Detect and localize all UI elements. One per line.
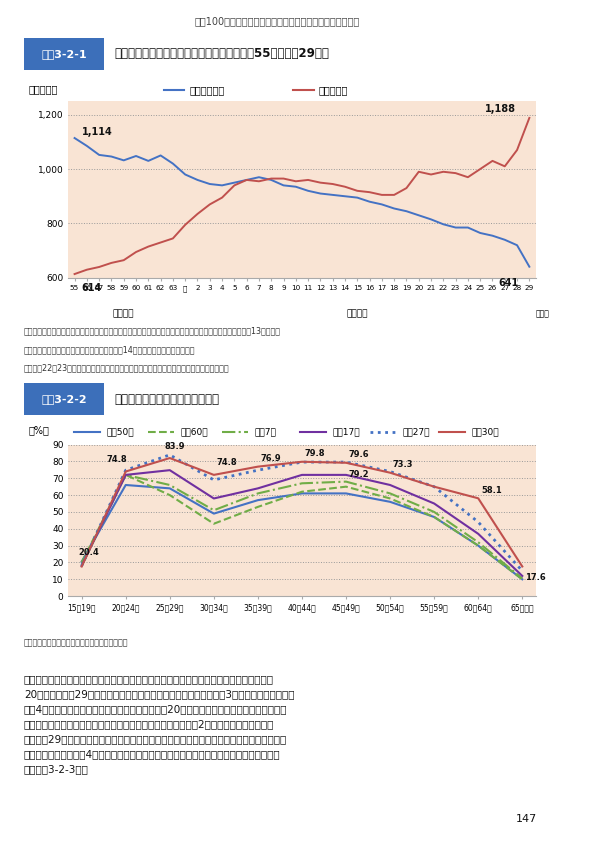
Text: タイムの仕事」と「フルタイムだが残業のない仕事」の合計が2割程度であったことに対: タイムの仕事」と「フルタイムだが残業のない仕事」の合計が2割程度であったことに対 — [24, 719, 274, 729]
Text: のない仕事」の合計が4割を超えており、定時・フルタイムでの働き方の希望が増大してい: のない仕事」の合計が4割を超えており、定時・フルタイムでの働き方の希望が増大して… — [24, 749, 280, 759]
Text: 及び総務省「労働力調査（詳細集計）」（平成14年以降）より国土交通省作成: 及び総務省「労働力調査（詳細集計）」（平成14年以降）より国土交通省作成 — [24, 345, 195, 354]
Text: 女性の年齢階級別労働力率の推移: 女性の年齢階級別労働力率の推移 — [114, 392, 220, 406]
Text: 74.8: 74.8 — [217, 457, 237, 466]
Text: （年）: （年） — [536, 310, 549, 318]
Text: 79.2: 79.2 — [349, 470, 369, 478]
Text: 17.6: 17.6 — [525, 573, 546, 583]
Text: （%）: （%） — [29, 425, 49, 435]
Text: 土　地　に　関　す　る　調　査: 土 地 に 関 す る 調 査 — [565, 360, 575, 448]
Text: 第3章: 第3章 — [532, 17, 551, 26]
Text: 共働き世帯: 共働き世帯 — [319, 85, 348, 95]
Text: 83.9: 83.9 — [164, 442, 184, 451]
Bar — [24, 383, 104, 415]
Text: 資料：総務省「労働力調査」より国土交通省作成: 資料：総務省「労働力調査」より国土交通省作成 — [24, 638, 129, 647]
Text: 614: 614 — [82, 283, 102, 293]
Text: 1,188: 1,188 — [485, 104, 516, 115]
Text: 平成27年: 平成27年 — [402, 428, 430, 436]
Text: 人生100年時代を見据えた社会における土地・不動産の活用: 人生100年時代を見据えた社会における土地・不動産の活用 — [194, 17, 359, 26]
Text: 昭和50年: 昭和50年 — [107, 428, 134, 436]
Text: 79.6: 79.6 — [349, 450, 369, 459]
Text: 74.8: 74.8 — [107, 455, 127, 464]
Text: 昭和60年: 昭和60年 — [180, 428, 208, 436]
Text: 平成7年: 平成7年 — [254, 428, 276, 436]
Text: 20.4: 20.4 — [79, 548, 99, 557]
Text: 1,114: 1,114 — [82, 127, 112, 137]
Text: 専業主婦世帯: 専業主婦世帯 — [189, 85, 225, 95]
Text: 平成30年: 平成30年 — [472, 428, 499, 436]
Text: （万世帯）: （万世帯） — [29, 84, 58, 94]
Text: 資料：厚生労働省「厚生労働白書」、内閣府「男女共同参画白書」、総務省「労働力調査特別調査」（平成13年以前）: 資料：厚生労働省「厚生労働白書」、内閣府「男女共同参画白書」、総務省「労働力調査… — [24, 327, 281, 336]
Text: また、厚生労働省の結婚や子どもを持つことによる女性の働き方の希望についての平成: また、厚生労働省の結婚や子どもを持つことによる女性の働き方の希望についての平成 — [24, 674, 274, 685]
Text: 20年度及び平成29年度調査の結果を比較すると、出産後「子どもが3歳以下の時」、「子ど: 20年度及び平成29年度調査の結果を比較すると、出産後「子どもが3歳以下の時」、… — [24, 690, 295, 700]
Text: 図表3-2-2: 図表3-2-2 — [41, 394, 87, 404]
Text: 図表3-2-1: 図表3-2-1 — [41, 49, 87, 59]
Text: もが4歳以上小学校就学前の時」については、平成20年度調査では、「急な残業もあるフル: もが4歳以上小学校就学前の時」については、平成20年度調査では、「急な残業もある… — [24, 704, 287, 714]
Bar — [24, 38, 104, 70]
Text: 79.8: 79.8 — [305, 449, 325, 458]
Text: 専業主婦世帯数と共働き世帯数の推移（昭和55年～平成29年）: 専業主婦世帯数と共働き世帯数の推移（昭和55年～平成29年） — [114, 47, 329, 61]
Text: 注：平成22～23年は、震災の影響により、岩手県、宮城県及び福島県の数値を含んでいない: 注：平成22～23年は、震災の影響により、岩手県、宮城県及び福島県の数値を含んで… — [24, 364, 230, 373]
Text: し、平成29年度調査においては、「残業もあるフルタイムの仕事」と「フルタイムだが残業: し、平成29年度調査においては、「残業もあるフルタイムの仕事」と「フルタイムだが… — [24, 734, 287, 744]
Text: 147: 147 — [516, 814, 537, 823]
Text: （平成）: （平成） — [346, 310, 368, 318]
Text: る（図表3-2-3）。: る（図表3-2-3）。 — [24, 764, 89, 774]
Text: （昭和）: （昭和） — [113, 310, 134, 318]
Text: 73.3: 73.3 — [393, 460, 414, 469]
Text: 641: 641 — [499, 278, 519, 288]
Text: 58.1: 58.1 — [481, 486, 502, 495]
Text: 平成17年: 平成17年 — [333, 428, 360, 436]
Text: 76.9: 76.9 — [261, 454, 281, 463]
